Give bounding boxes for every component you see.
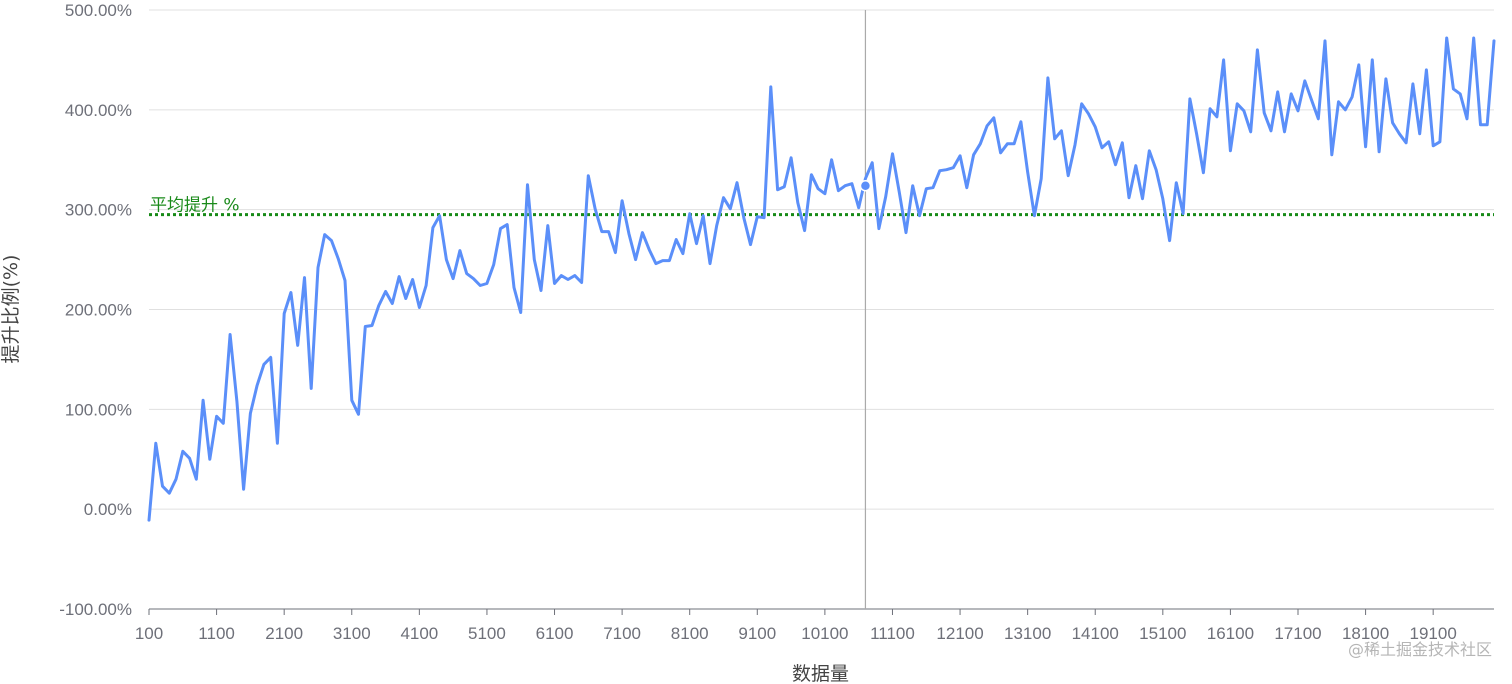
- x-tick-label: 18100: [1342, 624, 1389, 643]
- x-tick-label: 7100: [603, 624, 641, 643]
- y-axis-ticks: -100.00% 0.00% 100.00% 200.00% 300.00% 400.00…: [59, 1, 132, 619]
- x-tick-label: 17100: [1274, 624, 1321, 643]
- y-tick-label: -100.00%: [59, 600, 132, 619]
- x-tick-label: 10100: [801, 624, 848, 643]
- y-tick-label: 500.00%: [65, 1, 132, 20]
- x-tick-label: 2100: [265, 624, 303, 643]
- y-tick-label: 400.00%: [65, 101, 132, 120]
- x-tick-label: 9100: [738, 624, 776, 643]
- x-tick-label: 15100: [1139, 624, 1186, 643]
- x-axis-title: 数据量: [792, 663, 849, 684]
- x-axis: 100 1100 2100 3100 4100 5100 6100 7100 8100 9100 1…: [135, 608, 1494, 643]
- x-tick-label: 4100: [400, 624, 438, 643]
- x-tick-label: 5100: [468, 624, 506, 643]
- x-tick-label: 12100: [936, 624, 983, 643]
- x-tick-label: 19100: [1410, 624, 1457, 643]
- y-tick-label: 200.00%: [65, 301, 132, 320]
- y-tick-label: 300.00%: [65, 201, 132, 220]
- y-tick-label: 100.00%: [65, 400, 132, 419]
- x-tick-label: 8100: [671, 624, 709, 643]
- average-label: 平均提升 %: [150, 196, 240, 216]
- series-line: [147, 36, 1496, 522]
- x-tick-label: 6100: [536, 624, 574, 643]
- x-tick-label: 11100: [870, 624, 915, 643]
- x-tick-label: 13100: [1004, 624, 1051, 643]
- highlight-point[interactable]: [859, 179, 872, 192]
- grid-lines: [149, 9, 1494, 610]
- series-group: [147, 36, 1496, 522]
- x-tick-label: 16100: [1207, 624, 1254, 643]
- watermark: @稀土掘金技术社区: [1347, 640, 1492, 659]
- x-tick-label: 1100: [198, 624, 235, 643]
- y-tick-label: 0.00%: [84, 500, 132, 519]
- x-tick-label: 14100: [1072, 624, 1119, 643]
- x-tick-label: 100: [135, 624, 163, 643]
- x-tick-label: 3100: [333, 624, 371, 643]
- y-axis-title: 提升比例(%): [0, 255, 22, 364]
